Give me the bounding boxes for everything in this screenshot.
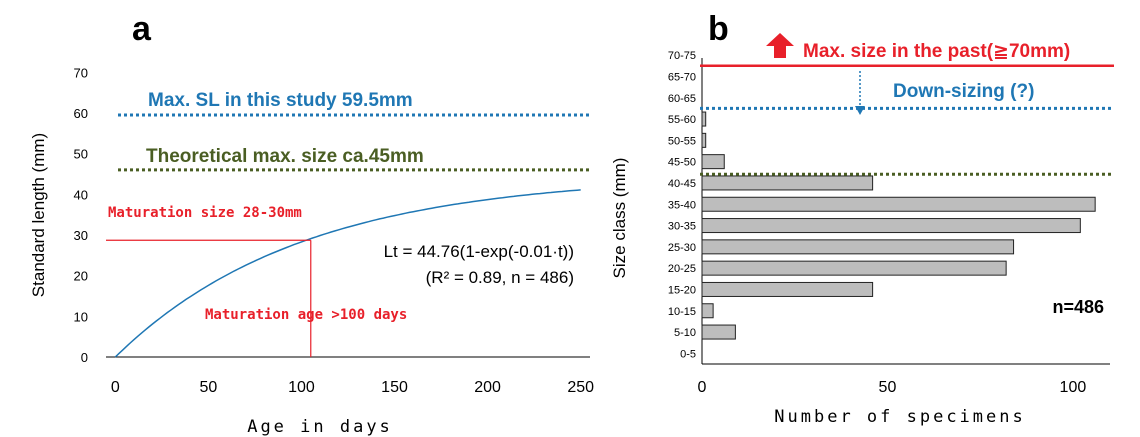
x-tick-label: 250 bbox=[567, 379, 594, 396]
theoretical-max-label: Theoretical max. size ca.45mm bbox=[146, 146, 424, 167]
x-tick-label: 0 bbox=[698, 379, 707, 396]
panel-a: a 0 10 20 30 40 50 60 70 0 50 100 150 200 250 Standa… bbox=[29, 10, 594, 437]
x-tick-label: 200 bbox=[474, 379, 501, 396]
y-tick-label: 10 bbox=[74, 309, 88, 324]
bar-35-40 bbox=[701, 196, 1096, 212]
maturation-size-label: Maturation size 28-30mm bbox=[108, 205, 302, 221]
size-class-label: 10-15 bbox=[668, 306, 696, 318]
panel-b-y-axis-label: Size class (mm) bbox=[610, 158, 629, 279]
up-arrow-icon bbox=[766, 33, 794, 58]
y-tick-label: 20 bbox=[74, 269, 88, 284]
panel-a-x-axis-label: Age in days bbox=[247, 417, 393, 437]
down-arrow-icon bbox=[855, 106, 865, 115]
size-class-label: 35-40 bbox=[668, 199, 696, 211]
y-tick-label: 70 bbox=[74, 65, 88, 80]
panel-b-x-ticks: 0 50 100 bbox=[698, 379, 1087, 396]
size-class-label: 50-55 bbox=[668, 135, 696, 147]
panel-b-x-axis-label: Number of specimens bbox=[774, 407, 1025, 427]
size-class-label: 65-70 bbox=[668, 71, 696, 83]
panel-a-y-ticks: 0 10 20 30 40 50 60 70 bbox=[74, 65, 88, 365]
size-class-label: 45-50 bbox=[668, 157, 696, 169]
y-tick-label: 0 bbox=[81, 350, 88, 365]
fit-equation: Lt = 44.76(1-exp(-0.01·t)) bbox=[384, 242, 574, 261]
past-max-size-label: Max. size in the past(≧70mm) bbox=[803, 41, 1070, 62]
x-tick-label: 50 bbox=[879, 379, 897, 396]
size-class-label: 30-35 bbox=[668, 221, 696, 233]
x-tick-label: 50 bbox=[199, 379, 217, 396]
bar-20-25 bbox=[701, 260, 1007, 276]
y-tick-label: 40 bbox=[74, 187, 88, 202]
bar-55-60 bbox=[701, 111, 707, 127]
size-class-label: 5-10 bbox=[674, 327, 696, 339]
x-tick-label: 100 bbox=[1060, 379, 1087, 396]
y-tick-label: 30 bbox=[74, 228, 88, 243]
sample-size-label: n=486 bbox=[1052, 297, 1104, 317]
bar-10-15 bbox=[701, 303, 714, 319]
size-class-label: 0-5 bbox=[680, 348, 696, 360]
fit-statistics: (R² = 0.89, n = 486) bbox=[426, 268, 574, 287]
panel-a-y-axis-label: Standard length (mm) bbox=[29, 133, 48, 297]
bar-5-10 bbox=[701, 324, 736, 340]
bar-45-50 bbox=[701, 154, 725, 170]
panel-b: b 0-5 5-10 10-15 15-20 20-25 25-30 30-35 35-40 4… bbox=[610, 10, 1114, 427]
panel-b-label: b bbox=[708, 10, 729, 48]
size-class-label: 40-45 bbox=[668, 178, 696, 190]
growth-curve bbox=[114, 189, 581, 358]
panel-a-label: a bbox=[132, 10, 152, 48]
size-class-labels: 0-5 5-10 10-15 15-20 20-25 25-30 30-35 35-40 40-… bbox=[668, 50, 696, 360]
size-class-label: 60-65 bbox=[668, 93, 696, 105]
x-tick-label: 150 bbox=[381, 379, 408, 396]
y-tick-label: 50 bbox=[74, 147, 88, 162]
bar-15-20 bbox=[701, 281, 874, 297]
specimen-bars bbox=[701, 111, 1096, 340]
size-class-label: 20-25 bbox=[668, 263, 696, 275]
bar-25-30 bbox=[701, 239, 1015, 255]
bar-30-35 bbox=[701, 218, 1081, 234]
bar-50-55 bbox=[701, 132, 707, 148]
bar-40-45 bbox=[701, 175, 874, 191]
size-class-label: 25-30 bbox=[668, 242, 696, 254]
size-class-label: 70-75 bbox=[668, 50, 696, 62]
panel-a-x-ticks: 0 50 100 150 200 250 bbox=[111, 379, 594, 396]
downsizing-label: Down-sizing (?) bbox=[893, 81, 1034, 102]
maturation-age-label: Maturation age >100 days bbox=[205, 307, 407, 323]
y-tick-label: 60 bbox=[74, 106, 88, 121]
x-tick-label: 0 bbox=[111, 379, 120, 396]
max-sl-label: Max. SL in this study 59.5mm bbox=[148, 90, 413, 111]
x-tick-label: 100 bbox=[288, 379, 315, 396]
size-class-label: 15-20 bbox=[668, 284, 696, 296]
size-class-label: 55-60 bbox=[668, 114, 696, 126]
